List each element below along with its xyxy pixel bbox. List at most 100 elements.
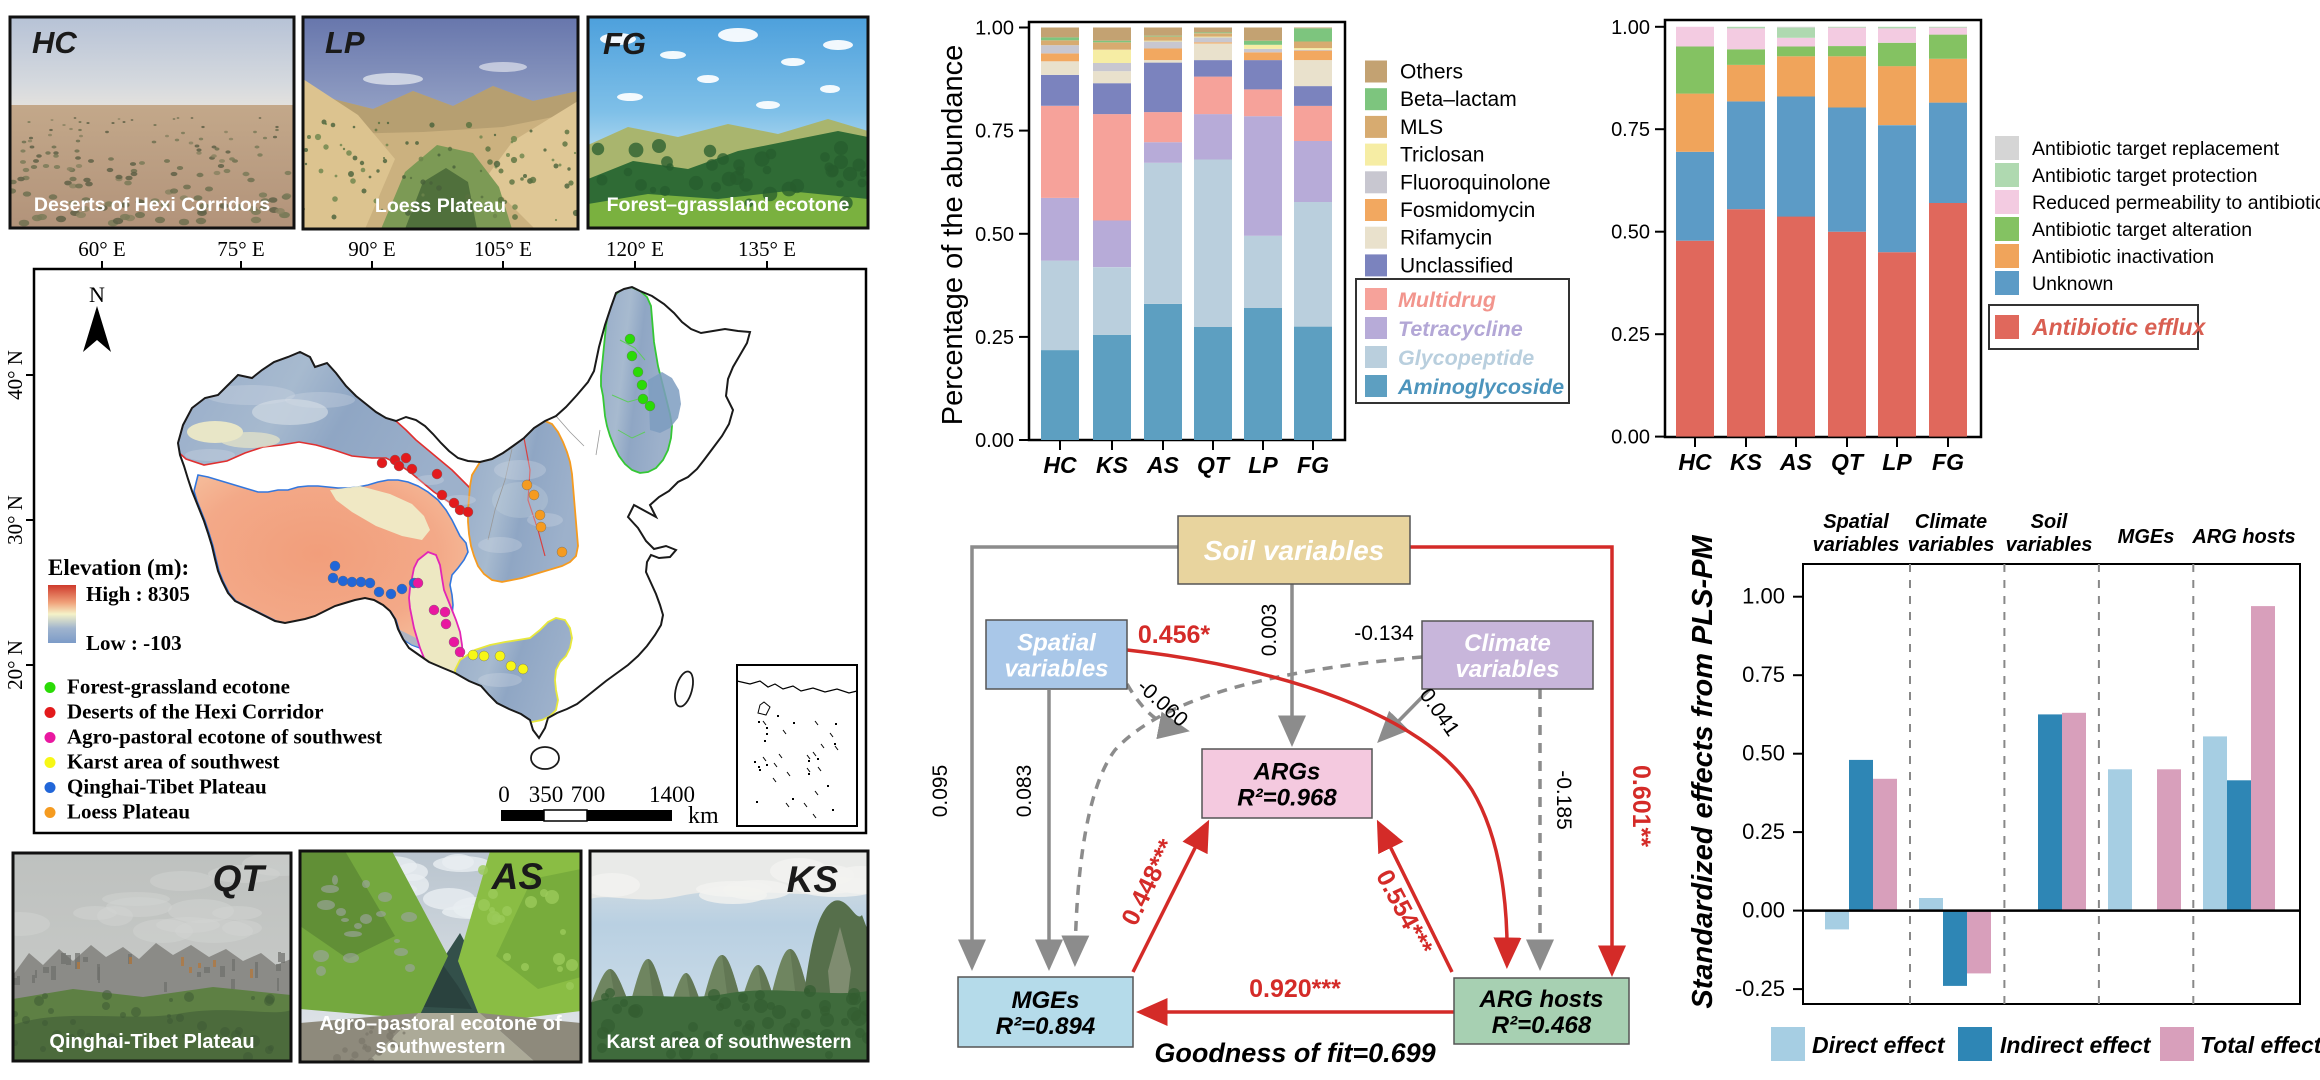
svg-text:R²=0.468: R²=0.468 (1492, 1012, 1592, 1039)
svg-text:Agro–pastoral ecotone of: Agro–pastoral ecotone of (319, 1013, 562, 1035)
svg-text:0.083: 0.083 (1013, 765, 1036, 818)
svg-text:90° E: 90° E (348, 237, 395, 261)
svg-text:Low : -103: Low : -103 (86, 631, 182, 655)
svg-text:LP: LP (325, 25, 365, 60)
svg-text:Spatial: Spatial (1017, 630, 1097, 657)
svg-text:QT: QT (1831, 449, 1865, 475)
svg-text:MLS: MLS (1400, 116, 1443, 139)
svg-text:N: N (89, 282, 105, 307)
svg-text:Others: Others (1400, 61, 1463, 84)
svg-text:Indirect effect: Indirect effect (2000, 1032, 2152, 1058)
svg-text:Antibiotic target replacement: Antibiotic target replacement (2032, 138, 2280, 160)
svg-text:FG: FG (1932, 449, 1964, 475)
svg-text:0.00: 0.00 (1611, 427, 1650, 449)
svg-text:0.601**: 0.601** (1627, 765, 1655, 847)
svg-text:AS: AS (1146, 452, 1180, 478)
svg-text:MGEs: MGEs (2118, 526, 2175, 548)
svg-text:700: 700 (571, 782, 606, 807)
svg-text:HC: HC (1678, 449, 1712, 475)
svg-text:20° N: 20° N (3, 640, 27, 690)
svg-text:variables: variables (1908, 534, 1995, 556)
svg-text:R²=0.894: R²=0.894 (996, 1013, 1095, 1040)
svg-text:KS: KS (1096, 452, 1129, 478)
svg-text:0.920***: 0.920*** (1249, 975, 1341, 1003)
svg-text:-0.185: -0.185 (1552, 770, 1575, 830)
svg-text:Antibiotic target alteration: Antibiotic target alteration (2032, 219, 2252, 241)
svg-text:AS: AS (491, 856, 544, 897)
svg-text:AS: AS (1779, 449, 1813, 475)
svg-text:0.00: 0.00 (1742, 898, 1785, 923)
svg-text:Deserts of the Hexi Corridor: Deserts of the Hexi Corridor (67, 700, 324, 724)
svg-text:1.00: 1.00 (1611, 17, 1650, 39)
svg-text:0.50: 0.50 (975, 224, 1014, 246)
svg-text:1.00: 1.00 (975, 18, 1014, 40)
svg-text:0: 0 (498, 782, 510, 807)
svg-text:Antibiotic efflux: Antibiotic efflux (2031, 314, 2207, 340)
svg-text:ARG hosts: ARG hosts (2191, 526, 2295, 548)
svg-text:Karst area of southwestern: Karst area of southwestern (607, 1032, 852, 1053)
svg-text:135° E: 135° E (738, 237, 796, 261)
svg-text:FG: FG (1297, 452, 1329, 478)
svg-text:Antibiotic inactivation: Antibiotic inactivation (2032, 246, 2214, 268)
svg-text:variables: variables (1455, 656, 1559, 683)
svg-text:Climate: Climate (1464, 630, 1551, 657)
svg-text:0.25: 0.25 (1611, 324, 1650, 346)
svg-text:Rifamycin: Rifamycin (1400, 227, 1492, 250)
svg-text:ARG hosts: ARG hosts (1478, 986, 1603, 1013)
svg-text:km: km (688, 803, 719, 829)
svg-text:0.554***: 0.554*** (1370, 865, 1438, 959)
svg-text:LP: LP (1882, 449, 1912, 475)
svg-text:HC: HC (32, 25, 77, 60)
svg-text:Deserts of Hexi Corridors: Deserts of Hexi Corridors (34, 194, 270, 216)
svg-text:Loess Plateau: Loess Plateau (67, 800, 190, 824)
svg-text:0.75: 0.75 (975, 121, 1014, 143)
svg-text:variables: variables (2006, 534, 2093, 556)
svg-text:LP: LP (1248, 452, 1278, 478)
svg-text:0.25: 0.25 (975, 327, 1014, 349)
svg-text:FG: FG (603, 26, 646, 61)
svg-text:0.003: 0.003 (1258, 604, 1281, 657)
svg-text:Elevation (m):: Elevation (m): (48, 555, 189, 580)
svg-text:High : 8305: High : 8305 (86, 582, 190, 606)
svg-text:R²=0.968: R²=0.968 (1237, 785, 1337, 812)
svg-text:Agro-pastoral ecotone of south: Agro-pastoral ecotone of southwest (67, 725, 382, 749)
svg-text:HC: HC (1043, 452, 1077, 478)
svg-text:Triclosan: Triclosan (1400, 144, 1484, 167)
svg-text:variables: variables (1004, 656, 1108, 683)
svg-text:Forest–grassland ecotone: Forest–grassland ecotone (607, 194, 850, 216)
svg-text:Total effect: Total effect (2200, 1032, 2320, 1058)
svg-text:0.75: 0.75 (1742, 662, 1785, 687)
svg-text:Goodness of fit=0.699: Goodness of fit=0.699 (1154, 1038, 1435, 1068)
svg-text:Soil: Soil (2031, 511, 2068, 533)
svg-text:Qinghai-Tibet Plateau: Qinghai-Tibet Plateau (49, 1031, 254, 1053)
svg-text:75° E: 75° E (217, 237, 264, 261)
svg-text:30° N: 30° N (3, 495, 27, 545)
svg-text:Loess Plateau: Loess Plateau (375, 195, 506, 217)
svg-text:0.25: 0.25 (1742, 819, 1785, 844)
svg-text:Reduced permeability to antibi: Reduced permeability to antibiotic (2032, 192, 2320, 214)
svg-text:350: 350 (529, 782, 564, 807)
svg-text:Multidrug: Multidrug (1398, 288, 1496, 312)
svg-text:MGEs: MGEs (1011, 987, 1079, 1014)
svg-text:0.75: 0.75 (1611, 119, 1650, 141)
svg-text:Tetracycline: Tetracycline (1398, 317, 1523, 341)
svg-text:0.041: 0.041 (1415, 684, 1464, 740)
svg-text:40° N: 40° N (3, 350, 27, 400)
svg-text:Karst area of southwest: Karst area of southwest (67, 750, 280, 774)
svg-text:0.50: 0.50 (1611, 222, 1650, 244)
svg-text:Qinghai-Tibet Plateau: Qinghai-Tibet Plateau (67, 775, 267, 799)
svg-text:60° E: 60° E (78, 237, 125, 261)
svg-text:Aminoglycoside: Aminoglycoside (1397, 375, 1564, 399)
svg-text:Fluoroquinolone: Fluoroquinolone (1400, 171, 1551, 194)
svg-text:variables: variables (1813, 534, 1900, 556)
svg-text:Beta–lactam: Beta–lactam (1400, 88, 1517, 111)
svg-text:Glycopeptide: Glycopeptide (1398, 346, 1534, 370)
svg-text:Climate: Climate (1915, 511, 1987, 533)
svg-text:0.00: 0.00 (975, 430, 1014, 452)
svg-text:1400: 1400 (649, 782, 695, 807)
svg-text:ARGs: ARGs (1253, 759, 1321, 786)
svg-text:0.456*: 0.456* (1138, 621, 1211, 649)
svg-text:Direct effect: Direct effect (1812, 1032, 1946, 1058)
svg-text:0.50: 0.50 (1742, 741, 1785, 766)
svg-text:southwestern: southwestern (375, 1036, 505, 1058)
